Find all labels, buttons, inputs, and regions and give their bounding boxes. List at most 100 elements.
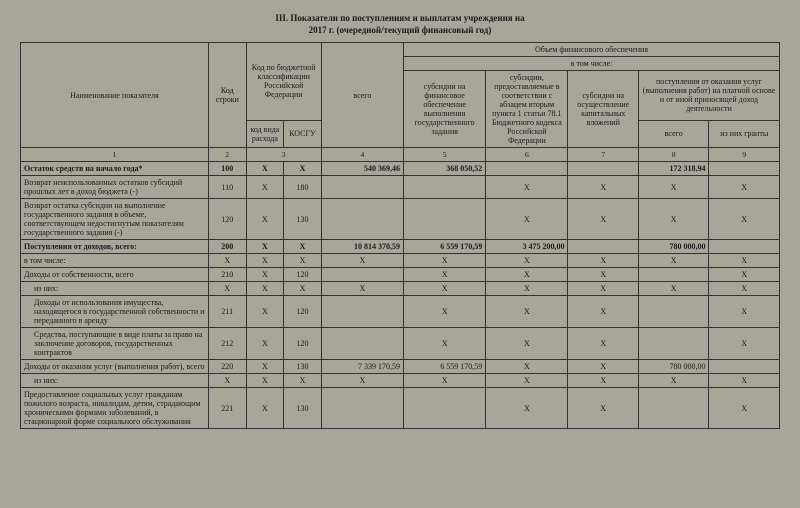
cell-c9 — [709, 360, 780, 374]
cell-c5: 6 559 170,59 — [404, 240, 486, 254]
cell-c4 — [321, 176, 403, 199]
cell-code: 221 — [208, 388, 246, 429]
row-name: из них: — [21, 374, 209, 388]
cell-c8 — [638, 268, 708, 282]
cell-c8: X — [638, 176, 708, 199]
table-row: в том числе:XXXXXXXXX — [21, 254, 780, 268]
cell-code: 100 — [208, 162, 246, 176]
cell-c8: X — [638, 254, 708, 268]
cell-c5: X — [404, 268, 486, 282]
cell-c5: 6 559 170,59 — [404, 360, 486, 374]
row-name: в том числе: — [21, 254, 209, 268]
cell-v2: X — [284, 282, 322, 296]
coln-5: 5 — [404, 148, 486, 162]
cell-c9: X — [709, 176, 780, 199]
cell-v1: X — [246, 328, 284, 360]
cell-c7: X — [568, 388, 638, 429]
cell-c6: X — [486, 268, 568, 282]
cell-c4 — [321, 388, 403, 429]
cell-c8: X — [638, 199, 708, 240]
cell-v2: X — [284, 254, 322, 268]
cell-c7 — [568, 240, 638, 254]
table-row: из них:XXXXXXXXX — [21, 282, 780, 296]
cell-code: 110 — [208, 176, 246, 199]
h-c89: поступления от оказания услуг (выполнени… — [638, 71, 779, 120]
coln-6: 6 — [486, 148, 568, 162]
cell-v2: 120 — [284, 268, 322, 282]
row-name: Доходы от использования имущества, наход… — [21, 296, 209, 328]
cell-c6: X — [486, 374, 568, 388]
cell-v1: X — [246, 162, 284, 176]
table-row: Доходы от оказания услуг (выполнения раб… — [21, 360, 780, 374]
cell-c4: 10 814 370,59 — [321, 240, 403, 254]
coln-3: 3 — [246, 148, 321, 162]
cell-code: 120 — [208, 199, 246, 240]
cell-c5 — [404, 176, 486, 199]
cell-c6: X — [486, 296, 568, 328]
cell-v1: X — [246, 388, 284, 429]
cell-c7: X — [568, 328, 638, 360]
cell-v2: 180 — [284, 176, 322, 199]
cell-c8 — [638, 388, 708, 429]
cell-c8 — [638, 296, 708, 328]
row-name: Доходы от собственности, всего — [21, 268, 209, 282]
h-kodvida: код вида расхода — [246, 120, 284, 148]
h-name: Наименование показателя — [21, 43, 209, 148]
cell-c6: X — [486, 254, 568, 268]
cell-c6: X — [486, 388, 568, 429]
cell-c5: X — [404, 254, 486, 268]
table-row: Доходы от использования имущества, наход… — [21, 296, 780, 328]
h-c5: субсидии на финансовое обеспечение выпол… — [404, 71, 486, 148]
h-c9: из них гранты — [709, 120, 780, 148]
cell-c6: X — [486, 282, 568, 296]
cell-c7: X — [568, 282, 638, 296]
cell-code: X — [208, 374, 246, 388]
table-row: Остаток средств на начало года*100XX540 … — [21, 162, 780, 176]
cell-c9: X — [709, 199, 780, 240]
page-title: III. Показатели по поступлениям и выплат… — [20, 12, 780, 36]
cell-c9 — [709, 240, 780, 254]
coln-9: 9 — [709, 148, 780, 162]
cell-c5 — [404, 388, 486, 429]
cell-c8: X — [638, 282, 708, 296]
row-name: Предоставление социальных услуг граждана… — [21, 388, 209, 429]
cell-code: X — [208, 254, 246, 268]
h-code-bk: Код по бюджетной классификации Российско… — [246, 43, 321, 120]
h-vtom: в том числе: — [404, 57, 780, 71]
table-body: Остаток средств на начало года*100XX540 … — [21, 162, 780, 429]
cell-c7: X — [568, 374, 638, 388]
cell-c6: 3 475 200,00 — [486, 240, 568, 254]
h-vsego: всего — [321, 43, 403, 148]
cell-c9: X — [709, 328, 780, 360]
cell-v2: X — [284, 240, 322, 254]
table-row: Доходы от собственности, всего210X120XXX… — [21, 268, 780, 282]
h-kosgu: КОСГУ — [284, 120, 322, 148]
cell-v2: 130 — [284, 360, 322, 374]
cell-v2: 130 — [284, 199, 322, 240]
cell-c4: X — [321, 254, 403, 268]
h-c7: субсидии на осуществление капитальных вл… — [568, 71, 638, 148]
cell-c7: X — [568, 268, 638, 282]
row-name: Остаток средств на начало года* — [21, 162, 209, 176]
cell-v1: X — [246, 199, 284, 240]
cell-c8: X — [638, 374, 708, 388]
cell-v1: X — [246, 176, 284, 199]
table-row: Средства, поступающие в виде платы за пр… — [21, 328, 780, 360]
cell-c5: X — [404, 328, 486, 360]
table-row: Поступления от доходов, всего:200XX10 81… — [21, 240, 780, 254]
cell-c8: 780 000,00 — [638, 360, 708, 374]
cell-c4 — [321, 296, 403, 328]
cell-c4: 540 369,46 — [321, 162, 403, 176]
cell-c8: 780 000,00 — [638, 240, 708, 254]
coln-7: 7 — [568, 148, 638, 162]
row-name: Поступления от доходов, всего: — [21, 240, 209, 254]
cell-c4 — [321, 199, 403, 240]
coln-1: 1 — [21, 148, 209, 162]
row-name: Доходы от оказания услуг (выполнения раб… — [21, 360, 209, 374]
table-row: Возврат остатка субсидии на выполнение г… — [21, 199, 780, 240]
table-row: Возврат неиспользованных остатков субсид… — [21, 176, 780, 199]
cell-c9: X — [709, 282, 780, 296]
cell-v1: X — [246, 268, 284, 282]
cell-c4: X — [321, 282, 403, 296]
cell-c8 — [638, 328, 708, 360]
